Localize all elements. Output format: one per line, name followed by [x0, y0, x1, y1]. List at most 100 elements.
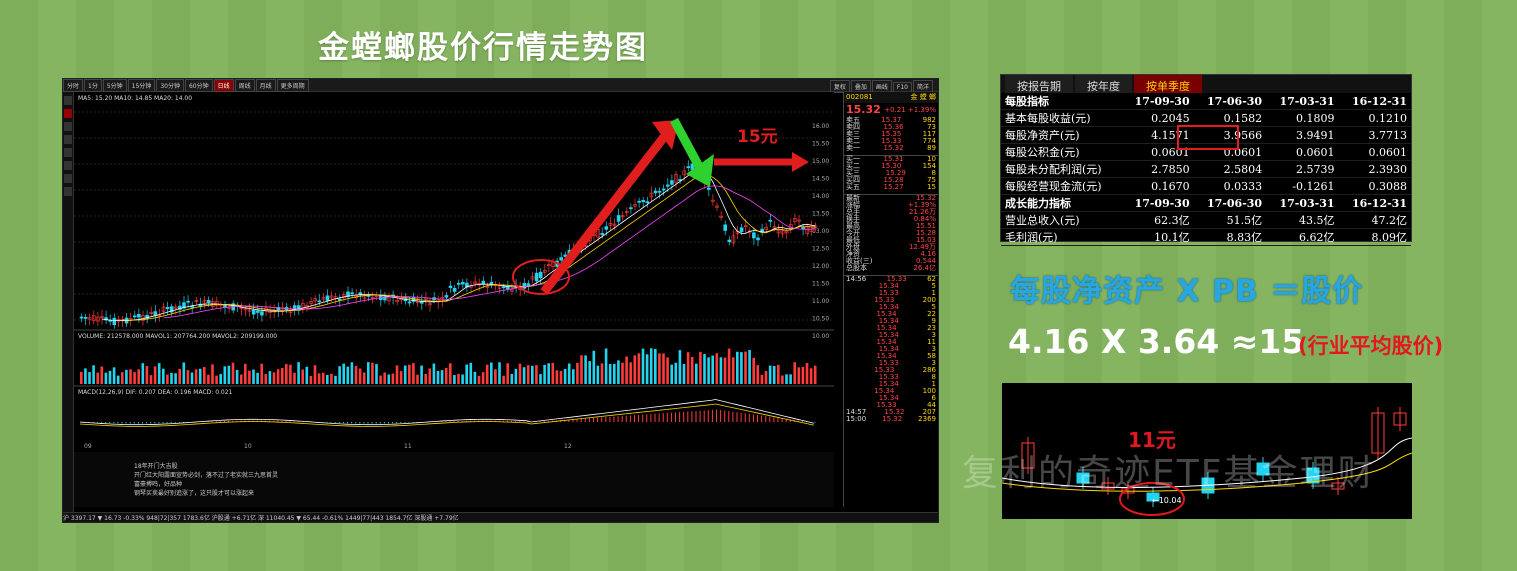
sidebar-item[interactable]: [64, 161, 72, 170]
period-tab[interactable]: 日线: [213, 79, 234, 92]
mini-low-circle: [1119, 482, 1185, 516]
volume-bar: [695, 363, 698, 384]
volume-bar: [358, 368, 362, 384]
report-tab[interactable]: 按报告期: [1005, 75, 1073, 93]
volume-bar: [649, 348, 653, 384]
candle: [805, 226, 810, 234]
volume-bar: [244, 363, 247, 384]
volume-bar: [637, 353, 641, 384]
volume-bar: [621, 362, 624, 384]
table-row: 每股净资产(元) 4.1571 3.9566 3.9491 3.7713: [1001, 126, 1411, 144]
price-axis-label: 10.50: [812, 316, 829, 323]
volume-bar: [539, 374, 542, 384]
period-tab[interactable]: 5分钟: [102, 79, 127, 92]
volume-bar: [80, 371, 83, 384]
volume-bar: [350, 362, 354, 384]
tick-row: 15.34 11: [876, 338, 936, 346]
bid-row: 买四 15.28 75: [846, 176, 936, 184]
quote-panel: 002081 金 螳 螂 15.32 +0.21 +1.39% 卖五 15.37 9…: [843, 92, 938, 507]
sidebar-item[interactable]: [64, 135, 72, 144]
volume-bar: [436, 370, 440, 384]
period-tab[interactable]: 15分钟: [127, 79, 156, 92]
tick-row: 15.33 1: [878, 289, 936, 297]
candle: [256, 310, 260, 313]
tick-row: 14:57 15.32 207: [846, 408, 936, 416]
sidebar-item[interactable]: [64, 109, 72, 118]
watermark: 复利的奇迹ETF基金理财: [962, 453, 1376, 494]
tick-row: 14:56 15.33 62: [846, 275, 936, 283]
period-tab[interactable]: 周线: [234, 79, 255, 92]
volume-bar: [572, 369, 575, 384]
volume-bar: [617, 360, 620, 384]
candlestick-chart[interactable]: MA5: 15.20 MA10: 14.85 MA20: 14.00 16.00 1…: [74, 92, 834, 507]
volume-bar: [531, 365, 534, 384]
report-tab[interactable]: 按单季度: [1134, 75, 1202, 93]
candle: [182, 302, 186, 309]
volume-bar: [736, 351, 739, 384]
dif-line: [79, 399, 814, 426]
volume-bar: [182, 362, 186, 384]
period-tab[interactable]: 更多周期: [276, 79, 309, 92]
sidebar-item[interactable]: [64, 122, 72, 131]
sidebar-item[interactable]: [64, 174, 72, 183]
period-tab[interactable]: 月线: [255, 79, 276, 92]
stock-name: 金 螳 螂: [910, 93, 936, 101]
volume-bar: [424, 373, 427, 384]
period-tab[interactable]: 分时: [63, 79, 84, 92]
price-axis-label: 12.00: [812, 263, 829, 270]
volume-bar: [596, 365, 600, 384]
candle: [153, 311, 158, 316]
candle: [383, 296, 387, 301]
period-tab[interactable]: 1分: [84, 79, 102, 92]
period-tab[interactable]: 60分钟: [184, 79, 213, 92]
candle: [350, 292, 354, 295]
candle: [797, 219, 801, 222]
candle: [739, 227, 744, 232]
page-title: 金螳螂股价行情走势图: [318, 30, 648, 66]
volume-bar: [752, 357, 755, 384]
candle: [682, 170, 687, 176]
candle: [711, 199, 715, 202]
tick-row: 15.34 1: [878, 380, 936, 388]
candle: [370, 296, 375, 299]
candle: [227, 307, 231, 309]
candle: [747, 230, 752, 233]
candle: [674, 174, 678, 183]
candle: [780, 230, 785, 235]
volume-bar: [293, 372, 296, 384]
annotation-15-yuan: 15元: [737, 127, 778, 147]
volume-bar: [678, 350, 682, 384]
volume-bar: [211, 364, 214, 384]
volume-bar: [104, 372, 108, 384]
candle: [178, 305, 182, 310]
indicator-table: 每股指标 17-09-30 17-06-30 17-03-31 16-12-31 基本每股…: [1001, 93, 1411, 246]
mini-candle: [1371, 412, 1385, 454]
ask-row: 卖一 15.32 89: [846, 144, 936, 152]
volume-bar: [215, 375, 218, 384]
volume-bar: [543, 364, 546, 384]
sidebar-item[interactable]: [64, 96, 72, 105]
chart-tool[interactable]: 复权: [829, 80, 850, 93]
volume-bar: [313, 365, 317, 384]
candle: [772, 226, 777, 229]
candle: [321, 297, 326, 300]
stat-row: 涨幅 +1.39%: [846, 201, 936, 209]
report-tab[interactable]: 按年度: [1075, 75, 1132, 93]
sidebar-item[interactable]: [64, 148, 72, 157]
price-change: +0.21: [884, 106, 906, 114]
volume-bar: [748, 350, 751, 384]
volume-bar: [276, 369, 280, 384]
candle: [260, 311, 264, 316]
volume-bar: [235, 369, 239, 384]
volume-bar: [207, 374, 210, 384]
stat-row: 最高 15.51: [846, 222, 936, 230]
sidebar-item[interactable]: [64, 187, 72, 196]
period-tab[interactable]: 30分钟: [156, 79, 184, 92]
volume-bar: [813, 365, 817, 384]
volume-bar: [309, 375, 313, 384]
volume-bar: [321, 372, 325, 384]
volume-bar: [809, 368, 813, 384]
candle: [522, 283, 527, 289]
price-axis-label: 13.50: [812, 211, 829, 218]
tick-row: 15.34 3: [878, 331, 936, 339]
